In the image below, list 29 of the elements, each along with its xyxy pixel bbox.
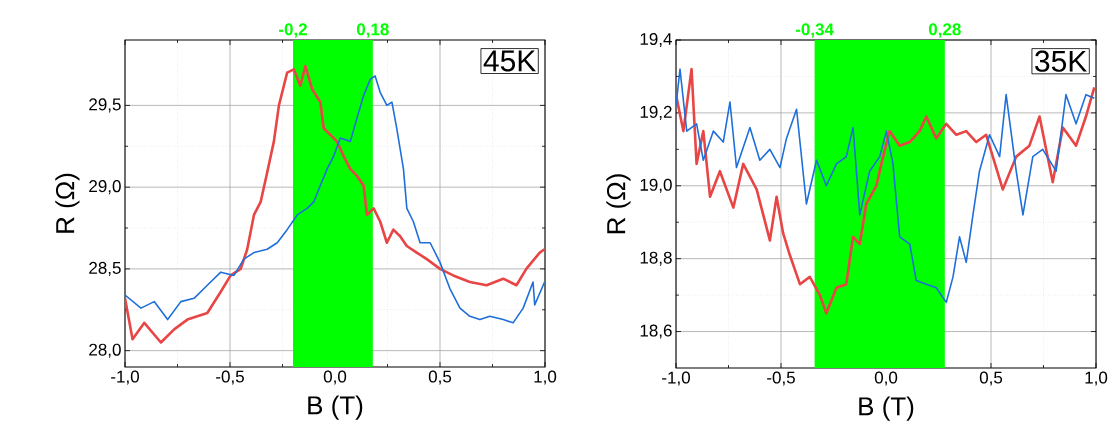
y-tick-label: 19,2: [640, 105, 672, 120]
annotation: 0,18: [356, 23, 389, 38]
y-tick-label: 29,5: [89, 98, 121, 113]
x-tick-label: -1,0: [111, 370, 139, 385]
y-tick-label: 28,0: [89, 343, 121, 358]
y-axis-title: R (Ω): [606, 174, 631, 234]
y-tick-label: 28,5: [89, 261, 121, 276]
x-axis-title: B (T): [308, 395, 363, 420]
y-tick-label: 18,8: [640, 251, 672, 266]
x-tick-label: 0,0: [323, 370, 347, 385]
y-tick-label: 19,4: [640, 32, 672, 48]
x-tick-label: 0,5: [428, 370, 452, 385]
y-tick-label: 19,0: [640, 178, 672, 193]
annotation: -0,2: [279, 23, 307, 38]
y-axis-title: R (Ω): [55, 173, 80, 233]
x-axis-title: B (T): [859, 396, 914, 421]
annotation: 35K: [1035, 50, 1087, 72]
annotation: -0,34: [795, 23, 834, 38]
x-tick-label: -0,5: [767, 371, 795, 386]
annotation: 0,28: [928, 23, 961, 38]
x-tick-label: 1,0: [534, 370, 557, 385]
x-tick-label: -0,5: [216, 370, 244, 385]
x-tick-label: 0,0: [874, 371, 898, 386]
x-tick-label: 1,0: [1085, 371, 1108, 386]
y-tick-label: 29,0: [89, 180, 121, 195]
y-tick-label: 18,6: [640, 324, 672, 339]
x-tick-label: 0,5: [979, 371, 1003, 386]
annotation: 45K: [483, 50, 536, 72]
x-tick-label: -1,0: [662, 371, 690, 386]
